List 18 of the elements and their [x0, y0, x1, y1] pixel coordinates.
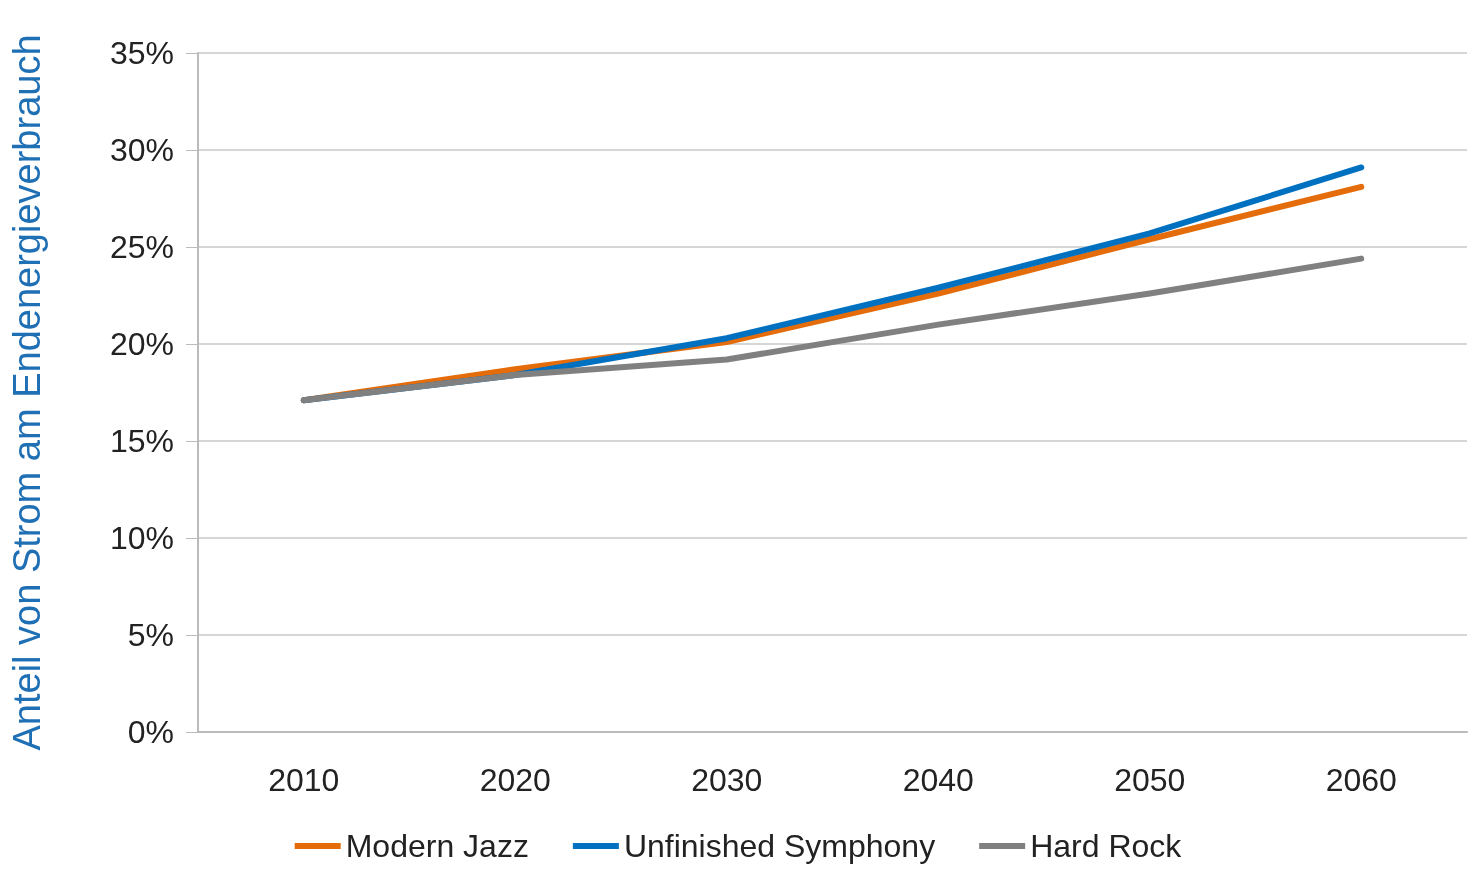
x-tick-label: 2030	[691, 762, 763, 798]
y-tick-label: 0%	[127, 714, 174, 750]
y-tick-label: 35%	[109, 35, 174, 71]
x-tick-label: 2040	[902, 762, 974, 798]
legend-label: Hard Rock	[1030, 828, 1183, 864]
x-tick-label: 2020	[479, 762, 551, 798]
y-axis-title: Anteil von Strom am Endenergieverbrauch	[6, 34, 48, 751]
x-tick-label: 2010	[268, 762, 340, 798]
y-tick-label: 15%	[109, 423, 174, 459]
y-tick-label: 25%	[109, 229, 174, 265]
y-tick-label: 5%	[127, 617, 174, 653]
x-tick-label: 2060	[1325, 762, 1397, 798]
y-tick-label: 10%	[109, 520, 174, 556]
legend-label: Modern Jazz	[345, 828, 529, 864]
x-tick-label: 2050	[1114, 762, 1186, 798]
y-tick-label: 30%	[109, 132, 174, 168]
y-tick-label: 20%	[109, 326, 174, 362]
legend-label: Unfinished Symphony	[623, 828, 936, 864]
